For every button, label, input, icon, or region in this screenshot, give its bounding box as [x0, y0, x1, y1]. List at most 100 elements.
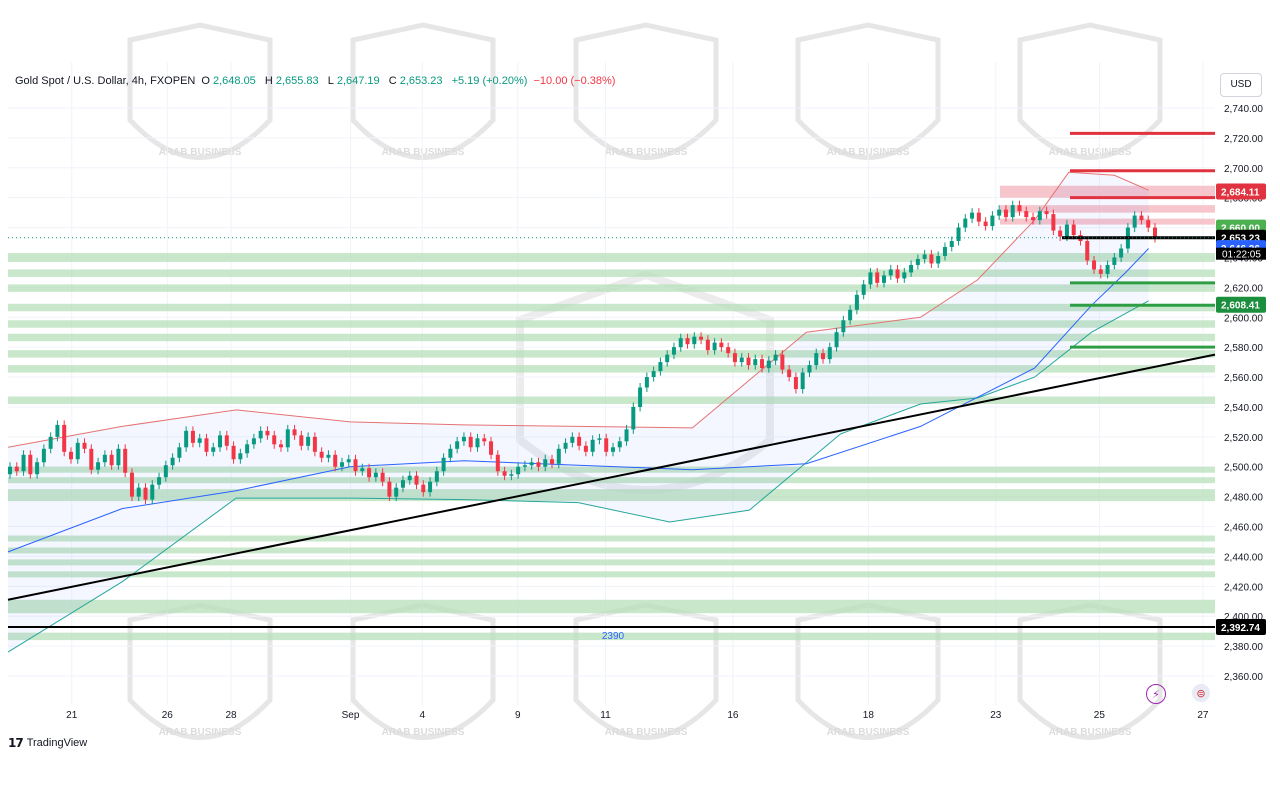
candle[interactable] — [1153, 227, 1157, 239]
candle[interactable] — [150, 484, 155, 500]
candle[interactable] — [373, 472, 378, 478]
candle[interactable] — [41, 448, 46, 463]
tradingview-logo[interactable]: 17 TradingView — [8, 736, 87, 750]
candle[interactable] — [1119, 248, 1124, 258]
candle[interactable] — [780, 354, 785, 370]
candle[interactable] — [421, 484, 426, 493]
candle[interactable] — [922, 254, 927, 259]
candle[interactable] — [976, 212, 981, 222]
candle[interactable] — [665, 354, 670, 363]
candle[interactable] — [658, 362, 663, 372]
candle[interactable] — [793, 377, 798, 390]
candle[interactable] — [861, 284, 866, 295]
candle[interactable] — [258, 430, 263, 439]
candle[interactable] — [821, 353, 826, 360]
candle[interactable] — [62, 424, 67, 452]
candle[interactable] — [48, 436, 53, 449]
candle[interactable] — [1085, 241, 1090, 261]
trendline[interactable] — [7, 353, 1216, 601]
candle[interactable] — [326, 454, 331, 458]
candle[interactable] — [89, 448, 94, 470]
candle[interactable] — [983, 221, 988, 227]
candle[interactable] — [265, 430, 270, 436]
candle[interactable] — [387, 481, 392, 497]
candle[interactable] — [468, 436, 473, 448]
candle[interactable] — [495, 454, 500, 472]
candle[interactable] — [570, 436, 575, 443]
candle[interactable] — [1098, 269, 1103, 274]
candle[interactable] — [841, 320, 846, 333]
candle[interactable] — [339, 462, 344, 467]
candle[interactable] — [1139, 215, 1144, 221]
candle[interactable] — [712, 342, 717, 351]
candle[interactable] — [1058, 230, 1063, 237]
candle[interactable] — [942, 247, 947, 256]
candle[interactable] — [116, 448, 121, 466]
candle[interactable] — [705, 339, 710, 351]
candle[interactable] — [997, 209, 1002, 216]
candle[interactable] — [461, 436, 466, 442]
candle[interactable] — [638, 387, 643, 407]
candle[interactable] — [455, 441, 460, 449]
candle[interactable] — [143, 487, 148, 500]
candle[interactable] — [929, 254, 934, 264]
candle[interactable] — [604, 438, 609, 452]
candle[interactable] — [726, 347, 731, 354]
candle[interactable] — [651, 371, 656, 378]
candle[interactable] — [563, 442, 568, 449]
candle[interactable] — [35, 462, 40, 475]
candle[interactable] — [272, 435, 277, 445]
candle[interactable] — [543, 459, 548, 467]
candle[interactable] — [1044, 211, 1049, 215]
candle[interactable] — [854, 294, 859, 310]
candle[interactable] — [109, 454, 114, 466]
candle[interactable] — [28, 454, 33, 475]
candle[interactable] — [170, 457, 175, 466]
candle[interactable] — [1105, 264, 1110, 274]
candle[interactable] — [299, 435, 304, 446]
candle[interactable] — [610, 447, 615, 452]
candle[interactable] — [197, 438, 202, 443]
candle[interactable] — [1003, 209, 1008, 218]
candle[interactable] — [773, 354, 778, 361]
candle[interactable] — [394, 487, 399, 497]
candle[interactable] — [732, 353, 737, 363]
candle[interactable] — [367, 468, 372, 478]
candle[interactable] — [936, 255, 941, 264]
candle[interactable] — [190, 430, 195, 443]
candle[interactable] — [814, 353, 819, 366]
candle[interactable] — [400, 480, 405, 488]
candle[interactable] — [245, 444, 250, 454]
candle[interactable] — [692, 336, 697, 345]
candle[interactable] — [211, 447, 216, 452]
us-flag-icon[interactable]: ⊜ — [1192, 684, 1210, 702]
candle[interactable] — [875, 272, 880, 283]
candle[interactable] — [224, 435, 229, 446]
candle[interactable] — [678, 338, 683, 348]
candle[interactable] — [787, 369, 792, 378]
candle[interactable] — [760, 359, 765, 369]
candle[interactable] — [218, 435, 223, 448]
candle[interactable] — [915, 258, 920, 265]
candle[interactable] — [1037, 211, 1042, 221]
candle[interactable] — [888, 269, 893, 276]
candle[interactable] — [68, 451, 73, 460]
candle[interactable] — [1064, 224, 1069, 237]
candle[interactable] — [1024, 211, 1029, 218]
candle[interactable] — [75, 442, 80, 460]
candle[interactable] — [319, 451, 324, 458]
candle[interactable] — [556, 448, 561, 464]
candle[interactable] — [895, 269, 900, 279]
candle[interactable] — [848, 309, 853, 321]
candle[interactable] — [956, 227, 961, 242]
candle[interactable] — [407, 475, 412, 481]
candle[interactable] — [881, 275, 886, 283]
candle[interactable] — [292, 429, 297, 436]
candle[interactable] — [136, 487, 141, 497]
candle[interactable] — [312, 436, 317, 452]
candle[interactable] — [671, 347, 676, 355]
candle[interactable] — [157, 477, 162, 485]
candle[interactable] — [204, 438, 209, 452]
candle[interactable] — [868, 272, 873, 285]
candle[interactable] — [577, 436, 582, 446]
